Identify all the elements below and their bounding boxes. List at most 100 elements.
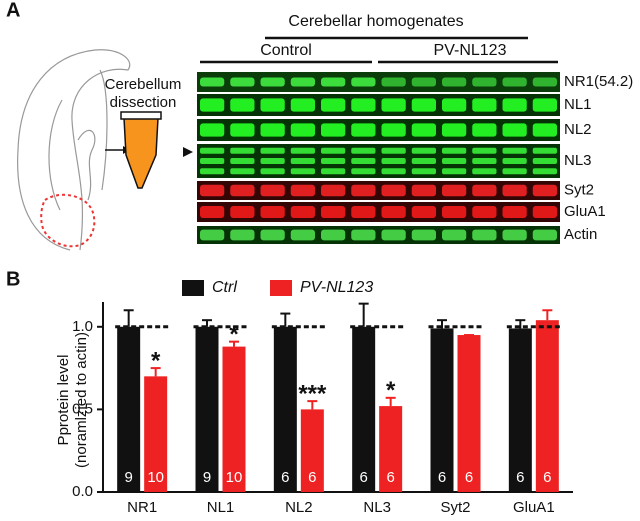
blot-band bbox=[351, 168, 376, 175]
blot-strip bbox=[197, 144, 560, 178]
blot-band bbox=[381, 77, 406, 87]
blot-band bbox=[290, 229, 315, 241]
n-label: 6 bbox=[438, 469, 446, 486]
blot-strip bbox=[197, 226, 560, 244]
blot-band bbox=[290, 98, 315, 112]
blot-band bbox=[200, 77, 225, 87]
blot-band bbox=[290, 206, 315, 218]
x-tick-label: Syt2 bbox=[440, 499, 470, 516]
header: Cerebellar homogenates bbox=[288, 13, 463, 30]
blot-band bbox=[381, 168, 406, 175]
arrowhead-marker bbox=[183, 147, 193, 157]
blot-band bbox=[411, 184, 436, 197]
blot-band bbox=[472, 229, 497, 241]
blot-band bbox=[321, 147, 346, 154]
blot-band bbox=[472, 184, 497, 197]
blot-label: Syt2 bbox=[564, 181, 594, 198]
blot-band bbox=[381, 98, 406, 112]
blot-band bbox=[532, 168, 557, 175]
blot-band bbox=[472, 123, 497, 137]
blot-band bbox=[351, 123, 376, 137]
n-label: 6 bbox=[386, 469, 394, 486]
legend-swatch bbox=[270, 280, 292, 296]
blot-band bbox=[230, 98, 255, 112]
blot-band bbox=[290, 158, 315, 164]
blot-band bbox=[260, 206, 285, 218]
blot-band bbox=[321, 123, 346, 137]
bar bbox=[222, 346, 246, 492]
cerebellum-outline bbox=[40, 193, 96, 248]
n-label: 9 bbox=[203, 469, 211, 486]
blot-band bbox=[260, 158, 285, 164]
blot-band bbox=[351, 77, 376, 87]
blot-band bbox=[381, 184, 406, 197]
blot-band bbox=[230, 184, 255, 197]
blot-band bbox=[321, 158, 346, 164]
x-tick-label: NL1 bbox=[207, 499, 235, 516]
panel-label: B bbox=[6, 268, 20, 290]
blot-band bbox=[200, 229, 225, 241]
blot-band bbox=[532, 229, 557, 241]
blot-band bbox=[260, 77, 285, 87]
blot-label: Actin bbox=[564, 226, 597, 243]
blot-band bbox=[381, 206, 406, 218]
blot-band bbox=[381, 147, 406, 154]
bar bbox=[379, 406, 403, 492]
blot-band bbox=[200, 98, 225, 112]
blot-band bbox=[381, 158, 406, 164]
blot-band bbox=[260, 123, 285, 137]
blot-band bbox=[260, 168, 285, 175]
n-label: 6 bbox=[359, 469, 367, 486]
dissection-label: dissection bbox=[110, 94, 177, 111]
blot-band bbox=[351, 229, 376, 241]
bar bbox=[117, 326, 141, 492]
tube-cap bbox=[120, 111, 162, 120]
blot-band bbox=[200, 184, 225, 197]
blot-band bbox=[442, 147, 467, 154]
blot-band bbox=[321, 206, 346, 218]
blot-band bbox=[502, 229, 527, 241]
x-tick-label: NL3 bbox=[363, 499, 391, 516]
significance: *** bbox=[298, 380, 327, 407]
blot-band bbox=[230, 77, 255, 87]
significance: * bbox=[229, 321, 239, 348]
blot-band bbox=[532, 147, 557, 154]
blot-label: NL1 bbox=[564, 96, 592, 113]
y-tick-label: 1.0 bbox=[72, 318, 93, 335]
blot-band bbox=[230, 158, 255, 164]
blot-band bbox=[442, 206, 467, 218]
bar bbox=[535, 320, 559, 492]
group-label: Control bbox=[260, 42, 312, 59]
chart: B Pprotein level (noramlzied to actin) 0… bbox=[6, 268, 573, 516]
y-tick-label: 0.5 bbox=[72, 400, 93, 417]
n-label: 9 bbox=[124, 469, 132, 486]
blot-label: NR1(54.2) bbox=[564, 73, 633, 90]
blot-band bbox=[502, 206, 527, 218]
blot-band bbox=[472, 147, 497, 154]
significance: * bbox=[151, 347, 161, 374]
bar bbox=[508, 328, 532, 492]
blot-label: NL2 bbox=[564, 121, 592, 138]
blot-band bbox=[532, 77, 557, 87]
legend-label: PV-NL123 bbox=[300, 279, 373, 296]
group-label: PV-NL123 bbox=[434, 42, 507, 59]
blot-band bbox=[502, 98, 527, 112]
n-label: 6 bbox=[465, 469, 473, 486]
blot-band bbox=[442, 123, 467, 137]
blot-strip bbox=[197, 94, 560, 116]
blot-band bbox=[411, 123, 436, 137]
bar bbox=[300, 409, 324, 492]
n-label: 6 bbox=[281, 469, 289, 486]
blot-band bbox=[502, 77, 527, 87]
blot-band bbox=[260, 147, 285, 154]
blot-band bbox=[472, 98, 497, 112]
blot-band bbox=[351, 98, 376, 112]
blot-band bbox=[411, 77, 436, 87]
blot-band bbox=[260, 184, 285, 197]
bar bbox=[457, 335, 481, 492]
blot-band bbox=[321, 77, 346, 87]
blot-band bbox=[532, 98, 557, 112]
blot-band bbox=[411, 168, 436, 175]
blot-strip bbox=[197, 119, 560, 141]
blot-band bbox=[230, 147, 255, 154]
